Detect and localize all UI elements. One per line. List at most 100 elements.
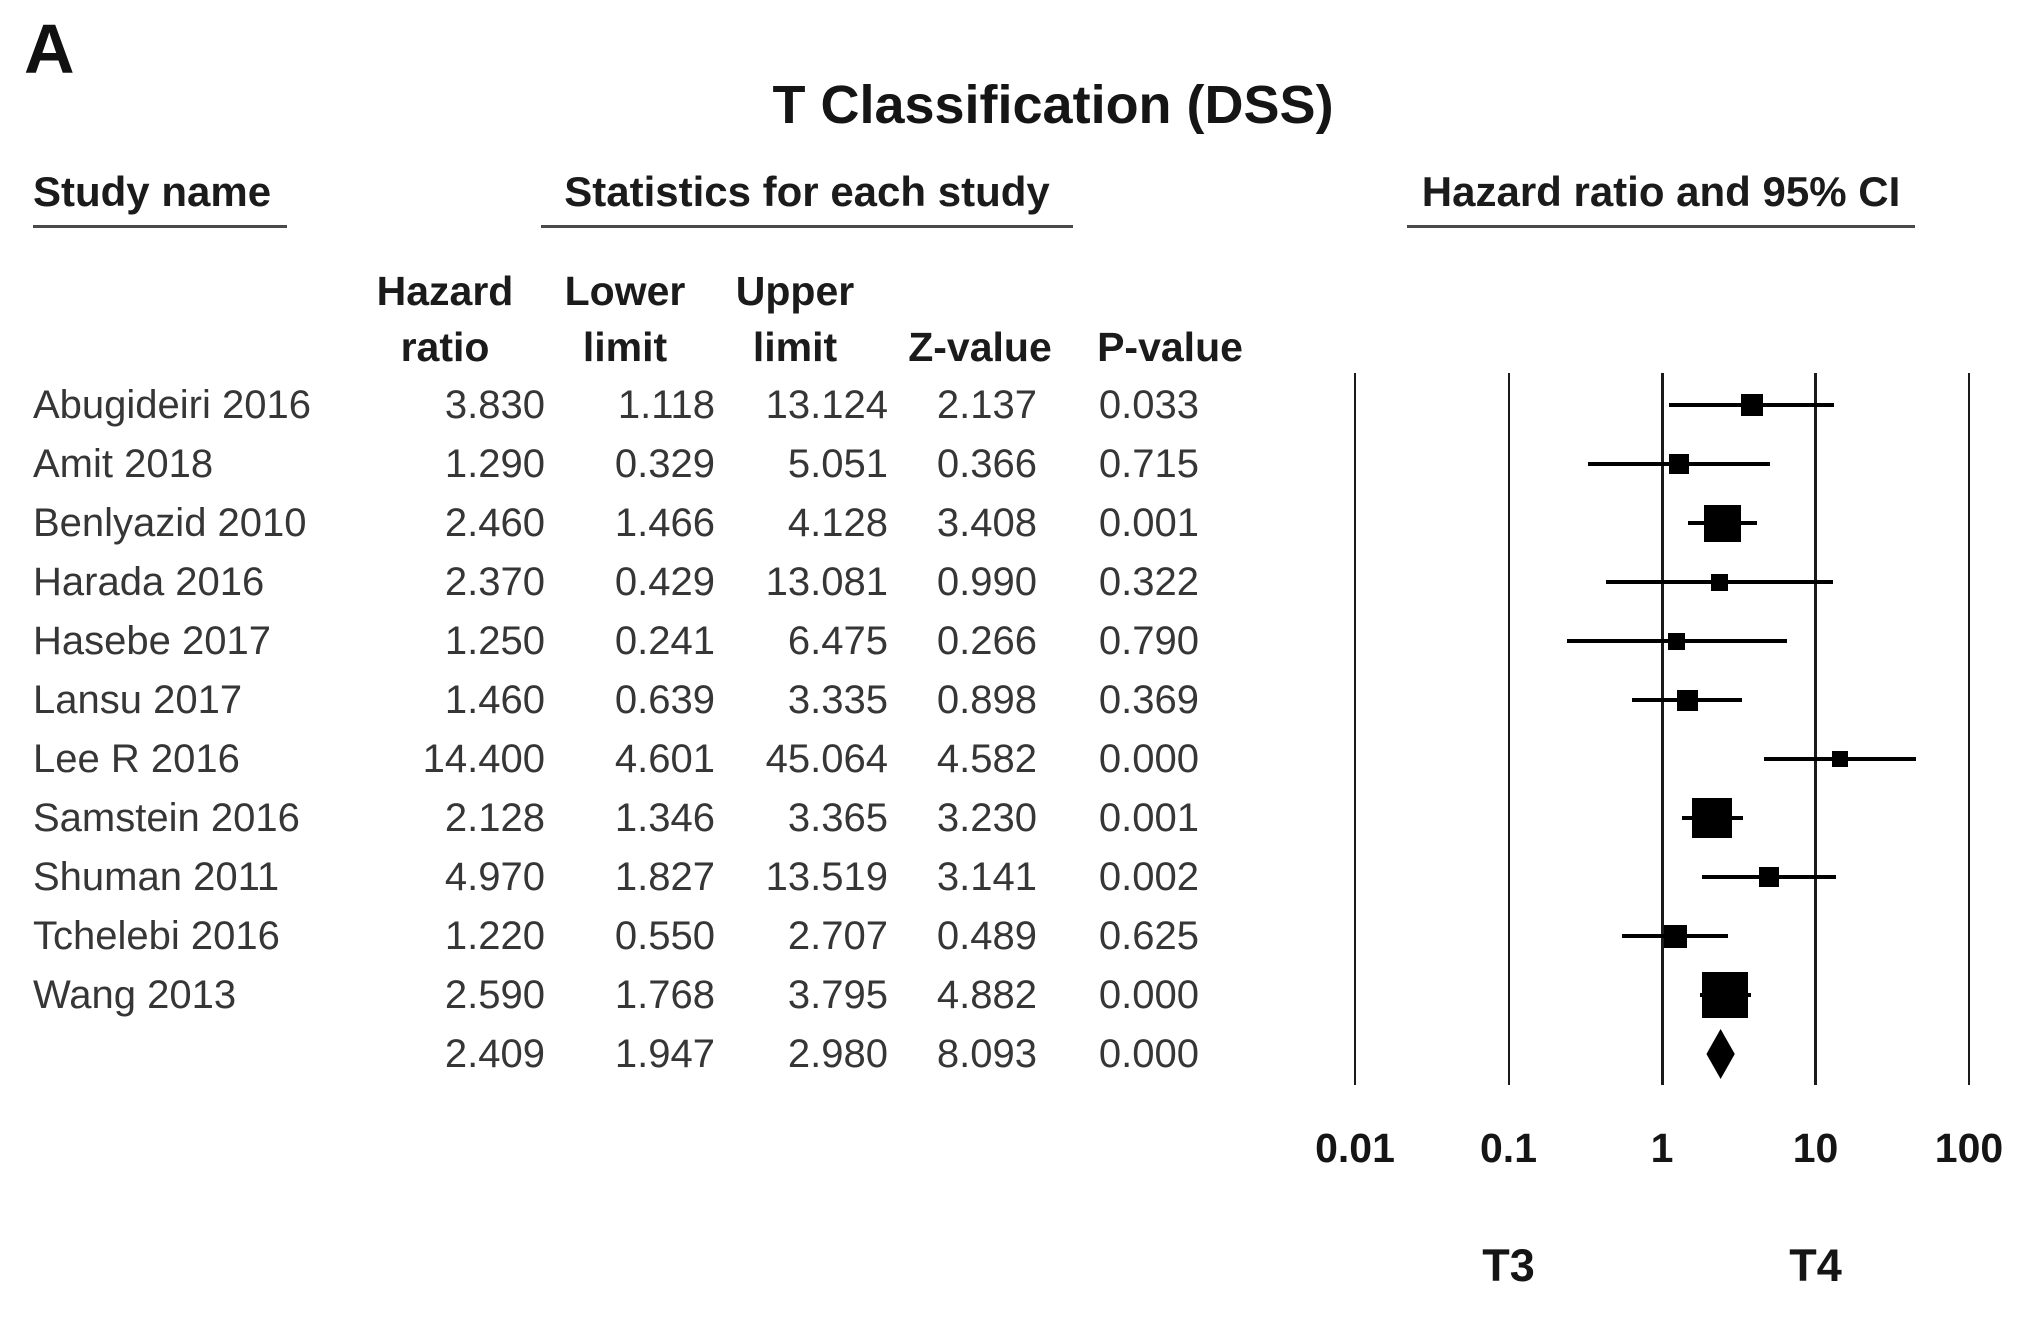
forest-marker bbox=[1740, 394, 1763, 416]
column-header-z-value: Z-value bbox=[908, 324, 1052, 370]
z-value-cell: 0.990 bbox=[936, 560, 1037, 604]
axis-tick-label: 0.01 bbox=[1315, 1125, 1395, 1171]
p-value-cell: 0.790 bbox=[1098, 619, 1199, 663]
lower-limit-cell: 1.827 bbox=[614, 855, 715, 899]
figure-title: T Classification (DSS) bbox=[772, 75, 1334, 135]
lower-limit-cell: 1.118 bbox=[617, 383, 715, 427]
study-name-cell: Samstein 2016 bbox=[33, 796, 300, 840]
lower-limit-cell: 0.550 bbox=[614, 914, 715, 958]
forest-marker bbox=[1692, 798, 1733, 838]
z-value-cell: 4.582 bbox=[936, 737, 1037, 781]
column-header-hazard: Hazard bbox=[376, 268, 514, 314]
upper-limit-cell: 6.475 bbox=[787, 619, 888, 663]
study-name-cell: Lee R 2016 bbox=[33, 737, 240, 781]
axis-tick-label: 0.1 bbox=[1480, 1125, 1537, 1171]
p-value-cell: 0.000 bbox=[1098, 737, 1199, 781]
forest-marker bbox=[1703, 504, 1741, 542]
axis-group-label: T4 bbox=[1789, 1240, 1842, 1291]
hazard-ratio-cell: 1.460 bbox=[444, 678, 545, 722]
lower-limit-cell: 0.429 bbox=[614, 560, 715, 604]
axis-gridline bbox=[1814, 373, 1817, 1085]
forest-marker bbox=[1758, 867, 1779, 887]
axis-gridline bbox=[1660, 373, 1664, 1085]
upper-limit-cell: 45.064 bbox=[765, 737, 888, 781]
p-value-cell: 0.322 bbox=[1098, 560, 1199, 604]
study-name-cell: Amit 2018 bbox=[33, 442, 214, 486]
lower-limit-cell: 0.639 bbox=[614, 678, 715, 722]
z-value-cell: 0.489 bbox=[936, 914, 1037, 958]
hazard-ratio-cell: 14.400 bbox=[422, 737, 545, 781]
upper-limit-cell: 3.335 bbox=[787, 678, 888, 722]
study-name-header: Study name bbox=[33, 168, 288, 228]
hazard-ratio-cell: 2.460 bbox=[444, 501, 545, 545]
p-value-cell: 0.625 bbox=[1098, 914, 1199, 958]
upper-limit-cell: 2.980 bbox=[787, 1032, 888, 1076]
z-value-cell: 4.882 bbox=[936, 973, 1037, 1017]
hazard-ratio-cell: 3.830 bbox=[444, 383, 545, 427]
hazard-ratio-cell: 1.250 bbox=[444, 619, 545, 663]
p-value-cell: 0.369 bbox=[1098, 678, 1199, 722]
hazard-ratio-cell: 2.370 bbox=[444, 560, 545, 604]
hazard-ratio-cell: 2.590 bbox=[444, 973, 545, 1017]
z-value-cell: 8.093 bbox=[936, 1032, 1037, 1076]
lower-limit-cell: 0.329 bbox=[614, 442, 715, 486]
axis-group-label: T3 bbox=[1482, 1240, 1535, 1291]
upper-limit-cell: 5.051 bbox=[787, 442, 888, 486]
p-value-cell: 0.001 bbox=[1098, 796, 1199, 840]
study-name-cell: Harada 2016 bbox=[33, 560, 265, 604]
study-name-cell: Abugideiri 2016 bbox=[33, 383, 311, 427]
z-value-cell: 0.266 bbox=[936, 619, 1037, 663]
axis-gridline bbox=[1968, 373, 1970, 1085]
axis-tick-label: 100 bbox=[1934, 1125, 2004, 1171]
hazard-ratio-cell: 1.290 bbox=[444, 442, 545, 486]
hazard-ratio-cell: 2.128 bbox=[444, 796, 545, 840]
statistics-header: Statistics for each study bbox=[541, 168, 1073, 228]
forest-marker bbox=[1668, 632, 1686, 650]
hazard-ratio-cell: 1.220 bbox=[444, 914, 545, 958]
axis-gridline bbox=[1507, 373, 1510, 1085]
p-value-cell: 0.000 bbox=[1098, 1032, 1199, 1076]
upper-limit-cell: 2.707 bbox=[787, 914, 888, 958]
column-header-upper-limit: limit bbox=[752, 324, 838, 370]
z-value-cell: 0.898 bbox=[936, 678, 1037, 722]
z-value-cell: 0.366 bbox=[936, 442, 1037, 486]
study-name-cell: Tchelebi 2016 bbox=[33, 914, 280, 958]
z-value-cell: 2.137 bbox=[936, 383, 1037, 427]
lower-limit-cell: 4.601 bbox=[614, 737, 715, 781]
forest-marker bbox=[1702, 972, 1749, 1018]
z-value-cell: 3.141 bbox=[936, 855, 1037, 899]
axis-tick-label: 1 bbox=[1650, 1125, 1674, 1171]
column-header-lower-limit: limit bbox=[582, 324, 668, 370]
p-value-cell: 0.002 bbox=[1098, 855, 1199, 899]
forest-marker bbox=[1668, 454, 1689, 474]
upper-limit-cell: 13.519 bbox=[765, 855, 888, 899]
hazard-ratio-cell: 4.970 bbox=[444, 855, 545, 899]
axis-tick-label: 10 bbox=[1792, 1125, 1839, 1171]
forest-marker bbox=[1663, 924, 1687, 948]
study-name-cell: Hasebe 2017 bbox=[33, 619, 271, 663]
study-name-cell: Lansu 2017 bbox=[33, 678, 243, 722]
summary-diamond bbox=[1706, 1029, 1735, 1079]
study-name-cell: Benlyazid 2010 bbox=[33, 501, 307, 545]
hazard-ratio-cell: 2.409 bbox=[444, 1032, 545, 1076]
upper-limit-cell: 13.081 bbox=[765, 560, 888, 604]
p-value-cell: 0.715 bbox=[1098, 442, 1199, 486]
upper-limit-cell: 4.128 bbox=[787, 501, 888, 545]
upper-limit-cell: 13.124 bbox=[765, 383, 888, 427]
lower-limit-cell: 0.241 bbox=[614, 619, 715, 663]
lower-limit-cell: 1.947 bbox=[614, 1032, 715, 1076]
forest-marker bbox=[1831, 751, 1848, 767]
column-header-ratio: ratio bbox=[400, 324, 490, 370]
p-value-cell: 0.000 bbox=[1098, 973, 1199, 1017]
p-value-cell: 0.033 bbox=[1098, 383, 1199, 427]
lower-limit-cell: 1.346 bbox=[614, 796, 715, 840]
forest-marker bbox=[1711, 573, 1729, 591]
lower-limit-cell: 1.768 bbox=[614, 973, 715, 1017]
upper-limit-cell: 3.365 bbox=[787, 796, 888, 840]
z-value-cell: 3.230 bbox=[936, 796, 1037, 840]
study-name-cell: Wang 2013 bbox=[33, 973, 237, 1017]
axis-gridline bbox=[1354, 373, 1356, 1085]
